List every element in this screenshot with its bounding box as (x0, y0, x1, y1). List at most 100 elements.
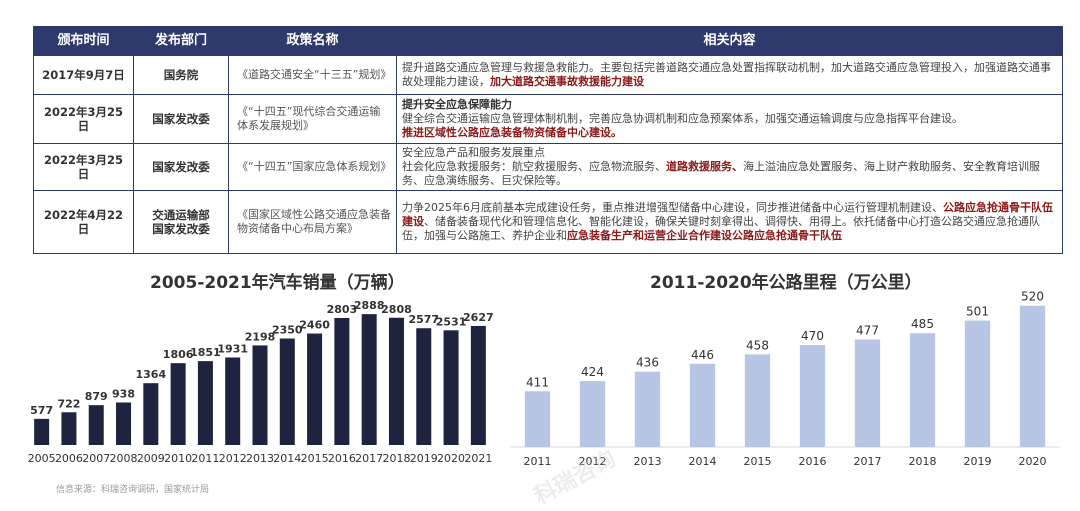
content-text: 健全综合交通运输应急管理体制机制，完善应急协调机制和应急预案体系，加强交通运输调… (402, 112, 963, 125)
cell-dept: 国务院 (133, 55, 229, 95)
content-highlight: 推进区域性公路应急装备物资储备中心建设。 (402, 126, 622, 139)
cell-date: 2022年3月25日 (33, 94, 134, 144)
header-policy-name: 政策名称 (228, 26, 397, 56)
x-tick-label: 2008 (110, 452, 138, 465)
x-tick-label: 2013 (246, 452, 274, 465)
x-tick-label: 2021 (464, 452, 492, 465)
x-tick-label: 2011 (524, 455, 552, 468)
content-highlight: 公路应急抢通骨干队伍建设 (402, 201, 1053, 228)
x-tick-label: 2017 (854, 455, 882, 468)
data-label: 2460 (299, 319, 330, 332)
table-row: 2017年9月7日 国务院 《道路交通安全“十三五”规划》 提升道路交通应急管理… (33, 55, 1063, 95)
x-tick-label: 2014 (689, 455, 717, 468)
cell-policy-name: 《国家区域性公路交通应急装备物资储备中心布局方案》 (228, 190, 397, 254)
data-label: 2888 (354, 299, 385, 312)
bar (143, 383, 159, 445)
bar (443, 330, 459, 445)
bar (416, 328, 432, 445)
data-label: 2627 (463, 311, 494, 324)
x-tick-label: 2015 (744, 455, 772, 468)
content-highlight: 加大道路交通事故救援能力建设 (490, 75, 644, 88)
table-row: 2022年4月22日 交通运输部 国家发改委 《国家区域性公路交通应急装备物资储… (33, 190, 1063, 254)
data-label: 477 (856, 323, 879, 337)
content-text: 社会化应急救援服务：航空救援服务、应急物流服务、 (402, 160, 666, 173)
data-label: 2577 (408, 313, 439, 326)
x-tick-label: 2012 (219, 452, 247, 465)
cell-dept: 国家发改委 (133, 143, 229, 191)
bar (799, 344, 826, 447)
bar (634, 371, 661, 447)
data-label: 458 (746, 338, 769, 352)
source-note: 信息来源：科瑞咨询调研，国家统计局 (56, 485, 210, 495)
data-label: 1806 (163, 348, 194, 361)
x-tick-label: 2006 (55, 452, 83, 465)
data-label: 1931 (217, 343, 248, 356)
car-sales-chart-title: 2005-2021年汽车销量（万辆） (150, 273, 405, 293)
bar (854, 339, 881, 447)
data-label: 1364 (136, 368, 167, 381)
bar (1019, 305, 1046, 447)
cell-content: 提升道路交通应急管理与救援急救能力。主要包括完善道路交通应急处置指挥联动机制，加… (396, 55, 1063, 95)
bar (252, 345, 268, 445)
data-label: 446 (691, 348, 714, 362)
bar (116, 402, 132, 445)
x-tick-label: 2018 (382, 452, 410, 465)
header-date: 颁布时间 (33, 26, 134, 56)
x-tick-label: 2016 (328, 452, 356, 465)
cell-content: 提升安全应急保障能力 健全综合交通运输应急管理体制机制，完善应急协调机制和应急预案… (396, 94, 1063, 144)
content-highlight-2: 应急装备生产和运营企业合作建设公路应急抢通骨干队伍 (567, 229, 842, 242)
data-label: 2198 (245, 330, 276, 343)
bar (909, 333, 936, 447)
data-label: 436 (636, 356, 659, 370)
data-label: 2808 (381, 303, 412, 316)
content-highlight: 道路救援服务、 (666, 160, 743, 173)
road-mileage-chart: 411 2011 424 2012 436 2013 446 2014 458 2015 470 20… (510, 290, 1060, 468)
content-text: 力争2025年6月底前基本完成建设任务，重点推进增强型储备中心建设，同步推进储备… (402, 201, 943, 214)
cell-date: 2017年9月7日 (33, 55, 134, 95)
header-dept: 发布部门 (133, 26, 229, 56)
bar (744, 354, 771, 447)
content-text-2: 海上溢油应急处置服务、海上财产救助服务、安全教育培训服务、应急演练服务、巨灾保险… (402, 160, 1040, 187)
data-label: 520 (1021, 290, 1044, 304)
x-tick-label: 2019 (964, 455, 992, 468)
content-heading: 提升安全应急保障能力 (402, 98, 512, 111)
cell-policy-name: 《“十四五”现代综合交通运输体系发展规划》 (228, 94, 397, 144)
x-tick-label: 2012 (579, 455, 607, 468)
bar (225, 357, 241, 445)
policy-table: 颁布时间 发布部门 政策名称 相关内容 2017年9月7日 国务院 《道路交通安… (33, 26, 1063, 254)
content-text-2: 、储备装备现代化和管理信息化、智能化建设，确保关键时刻拿得出、调得快、用得上。依… (402, 215, 1040, 242)
bar (579, 381, 606, 447)
x-tick-label: 2017 (355, 452, 383, 465)
data-label: 485 (911, 317, 934, 331)
data-label: 722 (57, 397, 80, 410)
cell-policy-name: 《道路交通安全“十三五”规划》 (228, 55, 397, 95)
bar (197, 361, 213, 445)
bar (964, 320, 991, 447)
car-sales-chart: 577 2005 722 2006 879 2007 938 2008 1364 2009 1806… (28, 299, 494, 465)
bar (361, 314, 377, 445)
content-text: 提升道路交通应急管理与救援急救能力。主要包括完善道路交通应急处置指挥联动机制，加… (402, 61, 1051, 88)
data-label: 2531 (436, 315, 467, 328)
bar (470, 325, 486, 445)
bar (61, 412, 77, 445)
x-tick-label: 2020 (1019, 455, 1047, 468)
data-label: 470 (801, 329, 824, 343)
bar (170, 363, 186, 445)
data-label: 1851 (190, 346, 221, 359)
table-header-row: 颁布时间 发布部门 政策名称 相关内容 (33, 26, 1063, 56)
x-tick-label: 2015 (301, 452, 329, 465)
x-tick-label: 2007 (82, 452, 110, 465)
x-tick-label: 2020 (437, 452, 465, 465)
bar (34, 418, 50, 445)
x-tick-label: 2018 (909, 455, 937, 468)
road-mileage-chart-title: 2011-2020年公路里程（万公里） (650, 273, 922, 293)
bar (689, 363, 716, 447)
data-label: 411 (526, 375, 549, 389)
x-tick-label: 2019 (410, 452, 438, 465)
bar (88, 405, 104, 445)
data-label: 501 (966, 305, 989, 319)
bar (524, 391, 551, 447)
data-label: 577 (30, 404, 53, 417)
cell-date: 2022年3月25日 (33, 143, 134, 191)
data-label: 424 (581, 365, 604, 379)
